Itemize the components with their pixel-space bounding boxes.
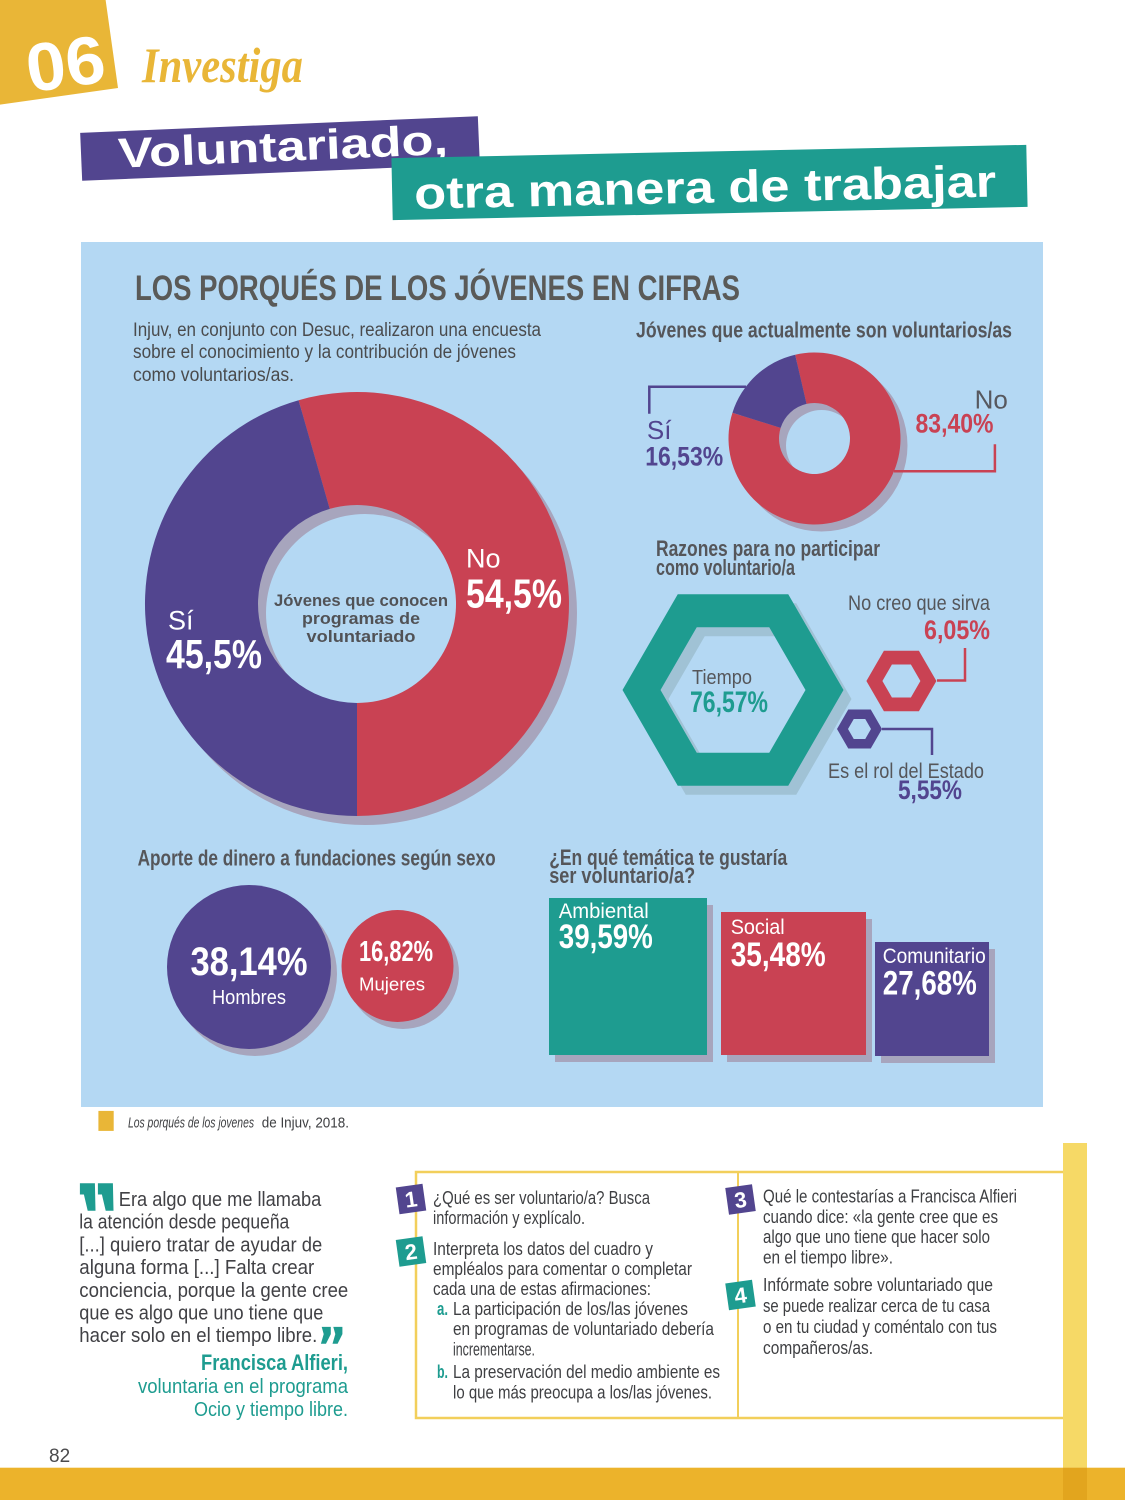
svg-text:Jóvenes que actualmente son vo: Jóvenes que actualmente son voluntarios/… (636, 318, 1012, 343)
svg-text:06: 06 (21, 21, 110, 107)
svg-text:45,5%: 45,5% (166, 631, 262, 677)
svg-text:5,55%: 5,55% (898, 775, 962, 805)
svg-text:Comunitario: Comunitario (883, 945, 986, 968)
svg-text:Sí: Sí (647, 415, 672, 445)
svg-text:Qué le contestarías a Francisc: Qué le contestarías a Francisca Alfieri (763, 1187, 1017, 1207)
svg-text:[...] quiero tratar de ayudar: [...] quiero tratar de ayudar de (79, 1234, 322, 1256)
svg-text:otra manera de trabajar: otra manera de trabajar (414, 156, 997, 219)
svg-text:Los porqués de los jovenes de: Los porqués de los jovenes de Injuv, 201… (128, 1114, 349, 1131)
svg-text:La preservación del medio ambi: La preservación del medio ambiente es (453, 1362, 720, 1382)
svg-text:como voluntarios/as.: como voluntarios/as. (133, 365, 294, 386)
svg-text:Aporte de dinero a fundaciones: Aporte de dinero a fundaciones según sex… (138, 845, 496, 870)
svg-text:Injuv, en conjunto con Desuc,: Injuv, en conjunto con Desuc, realizaron… (133, 320, 541, 341)
svg-text:Ambiental: Ambiental (559, 900, 649, 923)
svg-text:Era algo que me llamaba: Era algo que me llamaba (119, 1189, 322, 1211)
svg-text:como voluntario/a: como voluntario/a (656, 555, 796, 580)
svg-text:algo que uno tiene que hacer s: algo que uno tiene que hacer solo (763, 1227, 990, 1247)
svg-text:Jóvenes que conocen: Jóvenes que conocen (274, 592, 448, 610)
svg-text:27,68%: 27,68% (883, 965, 977, 1003)
svg-text:¿En qué temática te gustaría: ¿En qué temática te gustaría (549, 845, 788, 870)
svg-text:1: 1 (403, 1186, 419, 1212)
svg-text:en el tiempo libre».: en el tiempo libre». (763, 1247, 893, 1267)
svg-text:Social: Social (731, 916, 785, 939)
svg-text:información y explícalo.: información y explícalo. (433, 1208, 585, 1228)
svg-text:Razones para no participar: Razones para no participar (656, 536, 880, 561)
svg-text:4: 4 (733, 1282, 749, 1309)
svg-text:3: 3 (733, 1187, 749, 1213)
svg-text:35,48%: 35,48% (731, 936, 826, 974)
svg-text:39,59%: 39,59% (559, 918, 653, 956)
svg-text:No: No (975, 385, 1008, 415)
svg-text:Francisca Alfieri,: Francisca Alfieri, (201, 1350, 348, 1375)
svg-text:empléalos para comentar o comp: empléalos para comentar o completar (433, 1259, 692, 1279)
svg-text:16,82%: 16,82% (359, 936, 433, 968)
svg-text:b.: b. (437, 1362, 448, 1382)
svg-text:sobre el conocimiento y la con: sobre el conocimiento y la contribución … (133, 342, 516, 363)
svg-text:conciencia, porque la gente cr: conciencia, porque la gente cree (79, 1280, 348, 1302)
svg-text:No: No (466, 544, 501, 574)
svg-text:82: 82 (49, 1446, 70, 1467)
svg-text:cuando dice: «la gente cree qu: cuando dice: «la gente cree que es (763, 1207, 998, 1227)
svg-text:ser voluntario/a?: ser voluntario/a? (549, 863, 695, 888)
svg-text:lo que más preocupa a los/las: lo que más preocupa a los/las jóvenes. (453, 1383, 712, 1403)
svg-text:83,40%: 83,40% (916, 408, 994, 438)
svg-text:6,05%: 6,05% (924, 615, 990, 645)
svg-text:16,53%: 16,53% (645, 442, 723, 472)
svg-text:No creo que sirva: No creo que sirva (848, 592, 990, 615)
svg-text:incrementarse.: incrementarse. (453, 1340, 535, 1360)
svg-text:en programas de voluntariado d: en programas de voluntariado debería (453, 1319, 715, 1339)
svg-text:Interpreta los datos del cuadr: Interpreta los datos del cuadro y (433, 1239, 653, 1259)
svg-text:Tiempo: Tiempo (692, 666, 752, 689)
svg-text:Infórmate sobre voluntariado q: Infórmate sobre voluntariado que (763, 1275, 993, 1295)
svg-text:38,14%: 38,14% (191, 940, 308, 984)
svg-text:La participación de los/las jó: La participación de los/las jóvenes (453, 1299, 688, 1319)
svg-text:Hombres: Hombres (212, 987, 286, 1009)
svg-text:76,57%: 76,57% (690, 686, 768, 719)
svg-text:54,5%: 54,5% (466, 571, 562, 617)
svg-text:alguna forma [...] Falta crear: alguna forma [...] Falta crear (79, 1257, 314, 1279)
svg-text:programas de: programas de (302, 610, 420, 628)
svg-text:Ocio y tiempo libre.: Ocio y tiempo libre. (194, 1399, 348, 1421)
svg-text:hacer solo en el tiempo libre.: hacer solo en el tiempo libre. (79, 1325, 317, 1347)
svg-text:voluntariado: voluntariado (307, 628, 416, 646)
svg-text:o en tu ciudad y coméntalo con: o en tu ciudad y coméntalo con tus (763, 1317, 997, 1337)
svg-text:cada una de estas afirmaciones: cada una de estas afirmaciones: (433, 1279, 651, 1299)
svg-text:se puede realizar cerca de tu: se puede realizar cerca de tu casa (763, 1296, 991, 1316)
svg-text:LOS PORQUÉS DE LOS JÓVENES EN: LOS PORQUÉS DE LOS JÓVENES EN CIFRAS (135, 268, 740, 308)
svg-text:Es el rol del Estado: Es el rol del Estado (828, 760, 984, 783)
svg-text:Investiga: Investiga (141, 37, 303, 93)
svg-text:compañeros/as.: compañeros/as. (763, 1338, 873, 1358)
svg-text:voluntaria en el programa: voluntaria en el programa (138, 1376, 349, 1398)
svg-text:Sí: Sí (168, 605, 194, 635)
svg-text:que es algo que uno tiene que: que es algo que uno tiene que (79, 1303, 323, 1325)
svg-text:a.: a. (437, 1299, 448, 1319)
svg-text:la atención desde pequeña: la atención desde pequeña (79, 1212, 290, 1234)
svg-text:Mujeres: Mujeres (359, 975, 425, 995)
svg-text:2: 2 (403, 1239, 419, 1265)
svg-text:¿Qué es ser voluntario/a? Busc: ¿Qué es ser voluntario/a? Busca (433, 1188, 651, 1208)
